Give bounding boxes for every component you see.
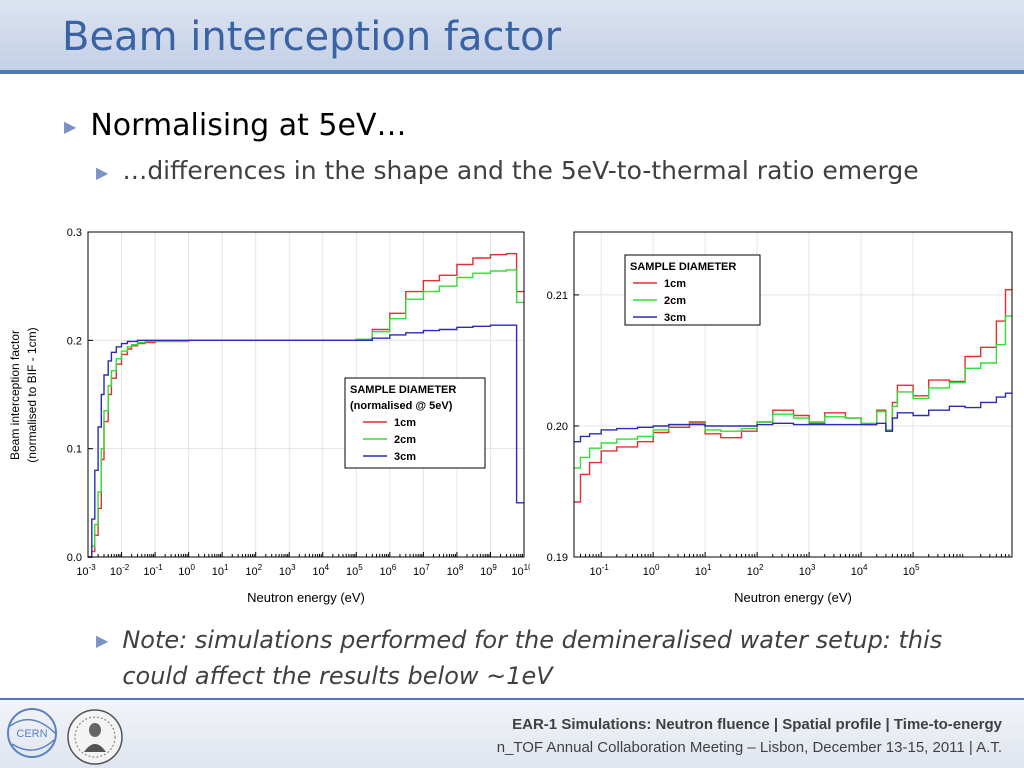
footer-meeting: n_TOF Annual Collaboration Meeting – Lis… [496, 739, 1002, 756]
legend-label-3cm: 3cm [664, 312, 686, 324]
legend-label-1cm: 1cm [664, 278, 686, 290]
y-tick-label: 0.21 [547, 290, 568, 302]
y-tick-label: 0.0 [67, 552, 82, 564]
x-tick-label: 108 [447, 563, 464, 578]
x-tick-label: 103 [799, 563, 816, 578]
series-line-2cm [574, 315, 1012, 469]
chart-bif-zoom: 0.19 0.20 0.21 10-1 100 101 102 103 104 105 Neutro… [547, 231, 1013, 605]
x-tick-label: 104 [312, 563, 329, 578]
y-tick-label: 0.1 [67, 444, 82, 456]
series-line-3cm [88, 324, 524, 558]
x-axis-label: Neutron energy (eV) [247, 590, 365, 605]
x-tick-label: 10-1 [143, 563, 163, 578]
x-tick-label: 101 [695, 563, 712, 578]
slide-title: Beam interception factor [62, 14, 562, 60]
note-text: Note: simulations performed for the demi… [122, 626, 943, 690]
x-tick-label: 10-2 [110, 563, 130, 578]
cern-logo-text: CERN [16, 728, 47, 740]
title-bar [0, 0, 1024, 70]
university-seal-icon [67, 709, 123, 765]
y-tick-label: 0.2 [67, 335, 82, 347]
legend-label-2cm: 2cm [394, 434, 416, 446]
x-tick-label: 1010 [511, 563, 530, 578]
bullet-arrow-icon: ▶ [96, 631, 109, 650]
x-tick-label: 105 [903, 563, 920, 578]
cern-logo-icon: CERN [7, 708, 57, 758]
x-tick-label: 105 [346, 563, 363, 578]
title-rule [0, 70, 1024, 74]
x-tick-label: 102 [245, 563, 262, 578]
plot-frame [87, 231, 525, 558]
legend-box [624, 254, 761, 326]
bullet-normalising: ▶ Normalising at 5eV… [64, 108, 407, 143]
footer-bar [0, 700, 1024, 768]
x-tick-label: 109 [480, 563, 497, 578]
legend-title: SAMPLE DIAMETER [350, 384, 456, 396]
x-tick-label: 107 [413, 563, 430, 578]
y-tick-label: 0.3 [67, 227, 82, 239]
legend-label-3cm: 3cm [394, 451, 416, 463]
x-tick-label: 100 [178, 563, 195, 578]
x-tick-label: 10-3 [76, 563, 96, 578]
x-tick-label: 102 [747, 563, 764, 578]
bullet-differences-text: …differences in the shape and the 5eV-to… [122, 156, 919, 185]
x-tick-label: 100 [643, 563, 660, 578]
footer-topic: EAR-1 Simulations: Neutron fluence | Spa… [512, 716, 1002, 733]
x-tick-label: 106 [379, 563, 396, 578]
bullet-normalising-text: Normalising at 5eV… [90, 108, 407, 143]
y-tick-label: 0.20 [547, 421, 568, 433]
note-bullet: ▶ Note: simulations performed for the dem… [96, 622, 976, 694]
bullet-differences: ▶ …differences in the shape and the 5eV-t… [96, 156, 919, 185]
x-axis-label: Neutron energy (eV) [734, 590, 852, 605]
legend-title: SAMPLE DIAMETER [630, 261, 736, 273]
y-tick-label: 0.19 [547, 552, 568, 564]
legend-subtitle: (normalised @ 5eV) [350, 400, 453, 412]
legend-box [344, 377, 486, 469]
x-tick-label: 104 [851, 563, 868, 578]
bullet-arrow-icon: ▶ [64, 117, 77, 136]
bullet-arrow-icon: ▶ [96, 162, 109, 182]
x-tick-label: 103 [279, 563, 296, 578]
y-axis-label: Beam interception factor [8, 330, 22, 460]
chart-bif-full-range: 0.0 0.1 0.2 0.3 10-3 10-2 10-1 100 101 102 103 104 1… [8, 227, 530, 605]
series-line-3cm [574, 392, 1012, 443]
legend-label-1cm: 1cm [394, 417, 416, 429]
x-tick-label: 101 [212, 563, 229, 578]
x-tick-label: 10-1 [589, 563, 609, 578]
y-axis-label-secondary: (normalised to BIF - 1cm) [25, 327, 39, 462]
legend-label-2cm: 2cm [664, 295, 686, 307]
